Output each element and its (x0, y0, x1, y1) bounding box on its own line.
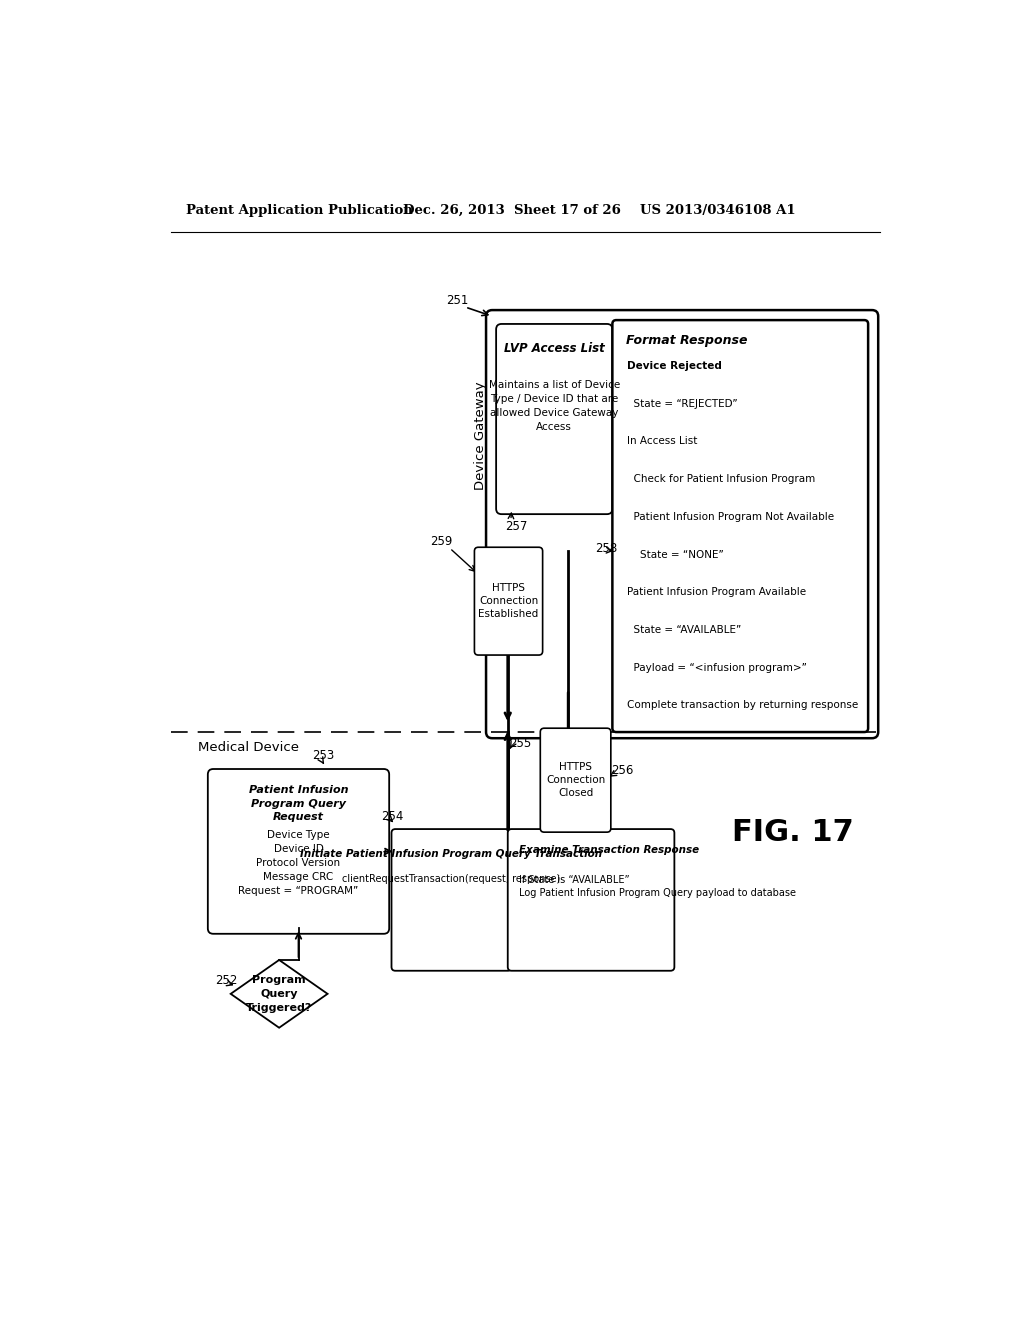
FancyBboxPatch shape (391, 829, 512, 970)
Text: HTTPS
Connection
Closed: HTTPS Connection Closed (546, 762, 605, 799)
Text: FIG. 17: FIG. 17 (732, 817, 854, 846)
Text: 251: 251 (445, 294, 468, 308)
Text: Initiate Patient Infusion Program Query Transaction: Initiate Patient Infusion Program Query … (300, 850, 603, 859)
Text: Dec. 26, 2013  Sheet 17 of 26: Dec. 26, 2013 Sheet 17 of 26 (403, 205, 621, 218)
Text: 252: 252 (215, 974, 238, 987)
Text: Maintains a list of Device
Type / Device ID that are
allowed Device Gateway
Acce: Maintains a list of Device Type / Device… (488, 380, 620, 433)
Text: State = “REJECTED”: State = “REJECTED” (627, 399, 737, 409)
Text: Device Type
Device ID
Protocol Version
Message CRC
Request = “PROGRAM”: Device Type Device ID Protocol Version M… (239, 830, 358, 896)
Text: Patent Application Publication: Patent Application Publication (186, 205, 413, 218)
Text: HTTPS
Connection
Established: HTTPS Connection Established (478, 583, 539, 619)
Text: Device Rejected: Device Rejected (627, 360, 722, 371)
Text: 254: 254 (381, 810, 403, 824)
FancyBboxPatch shape (496, 323, 612, 515)
Text: 253: 253 (312, 748, 335, 762)
Text: If State is “AVAILABLE”
Log Patient Infusion Program Query payload to database: If State is “AVAILABLE” Log Patient Infu… (519, 875, 797, 899)
Text: Complete transaction by returning response: Complete transaction by returning respon… (627, 701, 858, 710)
FancyBboxPatch shape (508, 829, 675, 970)
Polygon shape (230, 960, 328, 1028)
FancyBboxPatch shape (541, 729, 611, 832)
Text: 255: 255 (509, 737, 531, 750)
FancyBboxPatch shape (474, 548, 543, 655)
Text: State = “NONE”: State = “NONE” (627, 549, 724, 560)
Text: Patient Infusion Program Not Available: Patient Infusion Program Not Available (627, 512, 835, 521)
Text: 258: 258 (595, 543, 617, 556)
Text: Format Response: Format Response (626, 334, 748, 347)
Text: State = “AVAILABLE”: State = “AVAILABLE” (627, 626, 741, 635)
FancyBboxPatch shape (208, 770, 389, 933)
Text: clientRequestTransaction(request, response): clientRequestTransaction(request, respon… (342, 874, 561, 884)
Text: Payload = “<infusion program>”: Payload = “<infusion program>” (627, 663, 807, 673)
Text: Check for Patient Infusion Program: Check for Patient Infusion Program (627, 474, 815, 484)
Text: 259: 259 (430, 536, 453, 548)
Text: LVP Access List: LVP Access List (504, 342, 604, 355)
Text: Examine Transaction Response: Examine Transaction Response (519, 845, 699, 855)
FancyBboxPatch shape (486, 310, 879, 738)
Text: Medical Device: Medical Device (198, 741, 299, 754)
Text: 257: 257 (506, 520, 527, 533)
FancyBboxPatch shape (612, 321, 868, 733)
Text: US 2013/0346108 A1: US 2013/0346108 A1 (640, 205, 795, 218)
Text: Patient Infusion
Program Query
Request: Patient Infusion Program Query Request (249, 785, 348, 822)
Text: Device Gateway: Device Gateway (474, 381, 487, 490)
Text: 256: 256 (611, 764, 633, 777)
Text: Program
Query
Triggered?: Program Query Triggered? (246, 975, 312, 1012)
Text: Patient Infusion Program Available: Patient Infusion Program Available (627, 587, 806, 597)
Text: In Access List: In Access List (627, 437, 697, 446)
